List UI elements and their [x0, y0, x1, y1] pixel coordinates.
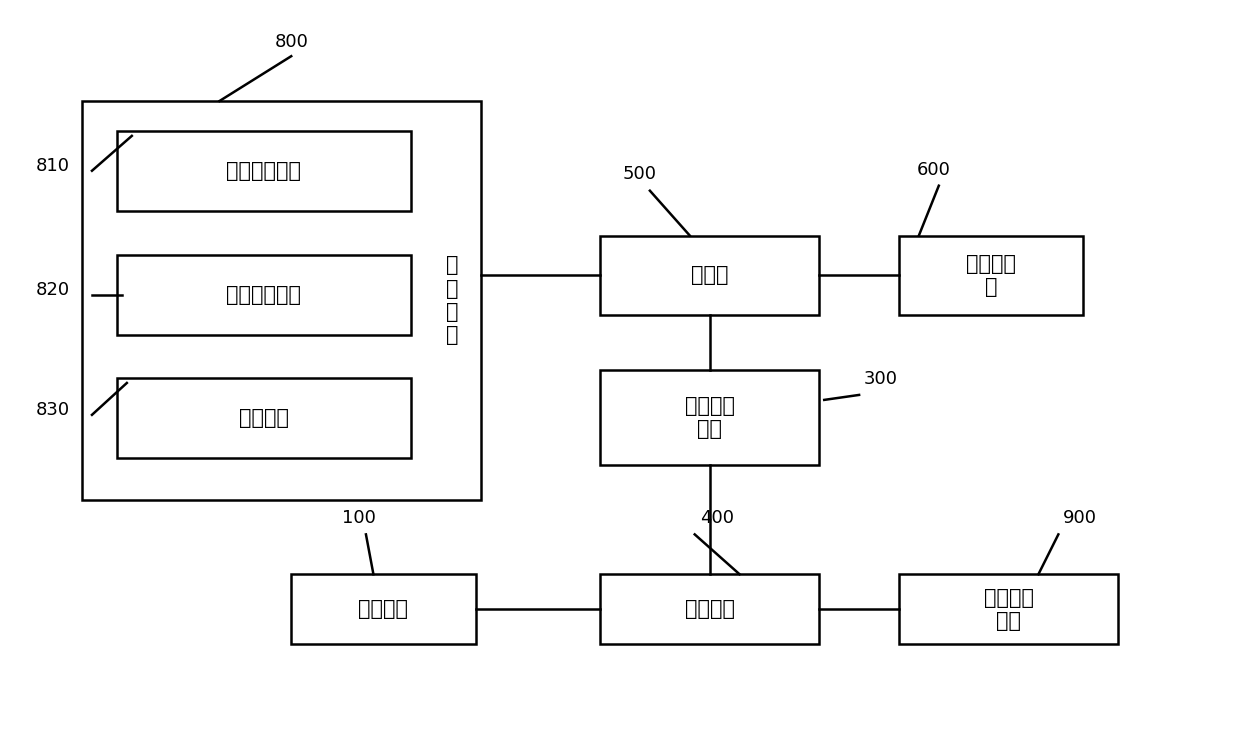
Text: 830: 830 — [36, 401, 71, 419]
Text: 导航单元: 导航单元 — [239, 408, 289, 428]
Bar — [900, 236, 1083, 316]
Text: 300: 300 — [864, 370, 898, 388]
Text: 800: 800 — [274, 34, 309, 51]
Bar — [600, 574, 819, 644]
Bar — [82, 101, 481, 500]
Text: 坐标建立单元: 坐标建立单元 — [227, 160, 301, 181]
Bar — [291, 574, 476, 644]
Text: 400: 400 — [700, 510, 733, 527]
Text: 控制装置: 控制装置 — [685, 599, 735, 619]
Text: 图像显示
装置: 图像显示 装置 — [984, 588, 1033, 630]
Bar — [116, 378, 411, 458]
Text: 路径规划
单元: 路径规划 单元 — [685, 395, 735, 439]
Bar — [116, 255, 411, 335]
Text: 机械臂: 机械臂 — [691, 266, 729, 286]
Text: 900: 900 — [1063, 510, 1098, 527]
Text: 导
航
模
块: 导 航 模 块 — [446, 255, 458, 345]
Text: 100: 100 — [342, 510, 375, 527]
Text: 500: 500 — [623, 165, 657, 183]
Bar — [600, 236, 819, 316]
Text: 机器视觉单元: 机器视觉单元 — [227, 285, 301, 305]
Text: 820: 820 — [36, 281, 71, 299]
Bar — [116, 131, 411, 210]
Text: 超声换能
器: 超声换能 器 — [966, 254, 1016, 297]
Text: 存储单元: 存储单元 — [358, 599, 409, 619]
Text: 600: 600 — [917, 160, 950, 179]
Bar — [600, 370, 819, 465]
Bar — [900, 574, 1118, 644]
Text: 810: 810 — [36, 157, 71, 175]
